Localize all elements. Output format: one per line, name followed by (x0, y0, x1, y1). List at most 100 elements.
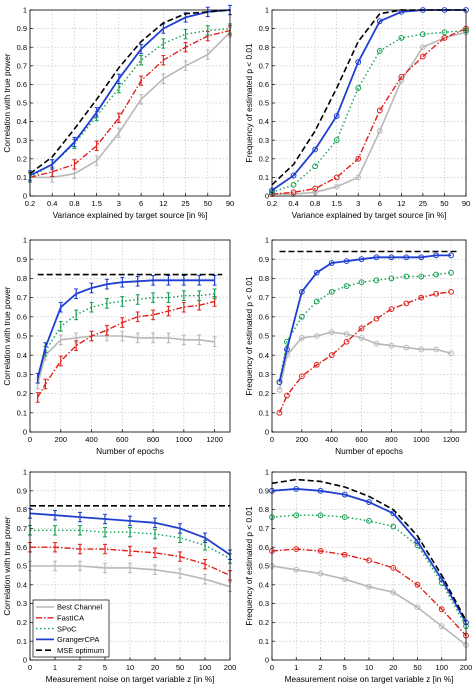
y-axis-label: Correlation with true power (2, 53, 12, 152)
y-tick-label: 0.5 (259, 332, 269, 341)
y-tick-label: 0.7 (259, 293, 269, 302)
series-grangercpa (28, 508, 232, 560)
chart-panel-1: 0.2 0.4 0.8 1.5 3 6 12 25 50 90 0 0.1 0.2 0.3 0.4 0.5 0.… (2, 4, 234, 220)
data-point-grangercpa (373, 254, 380, 261)
legend-label: Best Channel (57, 603, 102, 612)
x-tick-label: 0.4 (288, 199, 298, 208)
data-point-fastica (276, 409, 283, 416)
y-tick-label: 0.4 (259, 580, 269, 589)
data-point-grangercpa (312, 146, 319, 153)
data-point-best_channel (293, 566, 300, 573)
y-tick-label: 0.3 (259, 136, 269, 145)
x-tick-label: 1.5 (331, 199, 341, 208)
series-line-spoc (271, 514, 467, 627)
series-mse (271, 9, 466, 186)
x-tick-label: 20 (151, 663, 159, 672)
x-tick-label: 1200 (206, 435, 223, 444)
y-tick-label: 0 (265, 656, 269, 665)
x-tick-label: 5 (343, 663, 347, 672)
y-tick-label: 0.1 (259, 408, 269, 417)
x-tick-label: 200 (224, 663, 237, 672)
data-point-fastica (290, 189, 297, 196)
data-point-best_channel (414, 604, 421, 611)
y-tick-label: 0.6 (17, 312, 27, 321)
y-tick-label: 0.6 (17, 543, 27, 552)
x-tick-label: 1 (294, 663, 298, 672)
y-tick-label: 1 (265, 6, 269, 15)
data-point-grangercpa (403, 254, 410, 261)
y-tick-label: 0.1 (259, 173, 269, 182)
data-point-spoc (290, 181, 297, 188)
y-tick-label: 0.8 (17, 43, 27, 52)
data-point-fastica (284, 392, 290, 399)
x-tick-label: 1.5 (91, 199, 101, 208)
series-line-grangercpa (271, 487, 467, 623)
data-point-grangercpa (366, 499, 372, 505)
y-tick-label: 0.5 (259, 562, 269, 571)
x-tick-label: 50 (204, 199, 212, 208)
data-point-spoc (366, 517, 372, 524)
data-point-spoc (373, 277, 380, 284)
series-line-mse (271, 9, 466, 186)
data-point-spoc (328, 288, 335, 295)
y-tick-label: 0.1 (17, 173, 27, 182)
x-tick-label: 0.8 (310, 199, 320, 208)
data-point-best_channel (433, 346, 440, 353)
x-tick-label: 0.2 (25, 199, 35, 208)
data-point-fastica (433, 290, 440, 297)
y-tick-label: 0 (265, 192, 269, 201)
chart-panel-6: 0 1 2 5 10 20 50 100 200 0 0.1 0.2 0.3 0.4 0.5 0.6 0.7 0.… (244, 468, 472, 684)
x-tick-label: 20 (389, 663, 397, 672)
data-point-spoc (418, 273, 425, 280)
x-tick-label: 3 (356, 199, 360, 208)
y-tick-label: 1 (23, 236, 27, 245)
data-point-grangercpa (298, 288, 305, 295)
x-tick-label: 10 (126, 663, 134, 672)
data-point-fastica (414, 581, 421, 588)
data-point-grangercpa (317, 487, 324, 494)
data-point-fastica (390, 564, 397, 571)
x-tick-label: 400 (325, 435, 338, 444)
legend-box (32, 599, 110, 658)
x-tick-label: 12 (159, 199, 167, 208)
y-tick-label: 0.2 (17, 154, 27, 163)
data-point-spoc (398, 35, 405, 41)
x-tick-label: 2 (78, 663, 82, 672)
x-tick-label: 800 (147, 435, 160, 444)
data-point-best_channel (355, 174, 362, 181)
series-line-best_channel (278, 331, 452, 390)
series-line-best_channel (272, 31, 467, 195)
y-tick-label: 0.6 (17, 80, 27, 89)
series-line-best_channel (30, 31, 231, 179)
x-tick-label: 12 (397, 199, 405, 208)
data-point-best_channel (358, 335, 365, 341)
data-point-grangercpa (418, 254, 425, 261)
data-point-spoc (448, 269, 454, 276)
data-point-spoc (317, 512, 324, 519)
y-tick-label: 0.3 (17, 599, 27, 608)
data-point-best_channel (448, 350, 454, 357)
data-point-fastica (343, 338, 350, 345)
x-tick-label: 1000 (413, 435, 430, 444)
y-tick-label: 0.8 (259, 274, 269, 283)
data-point-fastica (358, 325, 365, 332)
y-tick-label: 1 (23, 6, 27, 15)
y-axis-label: Correlation with true power (2, 286, 12, 385)
data-point-grangercpa (358, 256, 365, 263)
y-tick-label: 0.4 (259, 351, 269, 360)
y-tick-label: 0.6 (259, 543, 269, 552)
x-axis-label: Measurement noise on target variable z [… (46, 674, 215, 684)
x-axis-label: Number of epochs (96, 446, 164, 456)
x-tick-label: 200 (296, 435, 309, 444)
y-tick-label: 0.7 (17, 524, 27, 533)
y-tick-label: 0.9 (259, 486, 269, 495)
y-tick-label: 0.3 (17, 136, 27, 145)
data-point-fastica (441, 35, 448, 41)
series-line-grangercpa (29, 9, 231, 177)
series-line-fastica (278, 291, 452, 414)
x-tick-label: 0 (28, 435, 32, 444)
y-tick-label: 0.8 (17, 505, 27, 514)
chart-panel-2: 0.2 0.4 0.8 1.5 3 6 12 25 50 90 0 0.1 0.2 0.3 0.4 0.5 0.… (244, 6, 470, 220)
x-tick-label: 0 (270, 435, 274, 444)
data-point-fastica (328, 352, 335, 359)
